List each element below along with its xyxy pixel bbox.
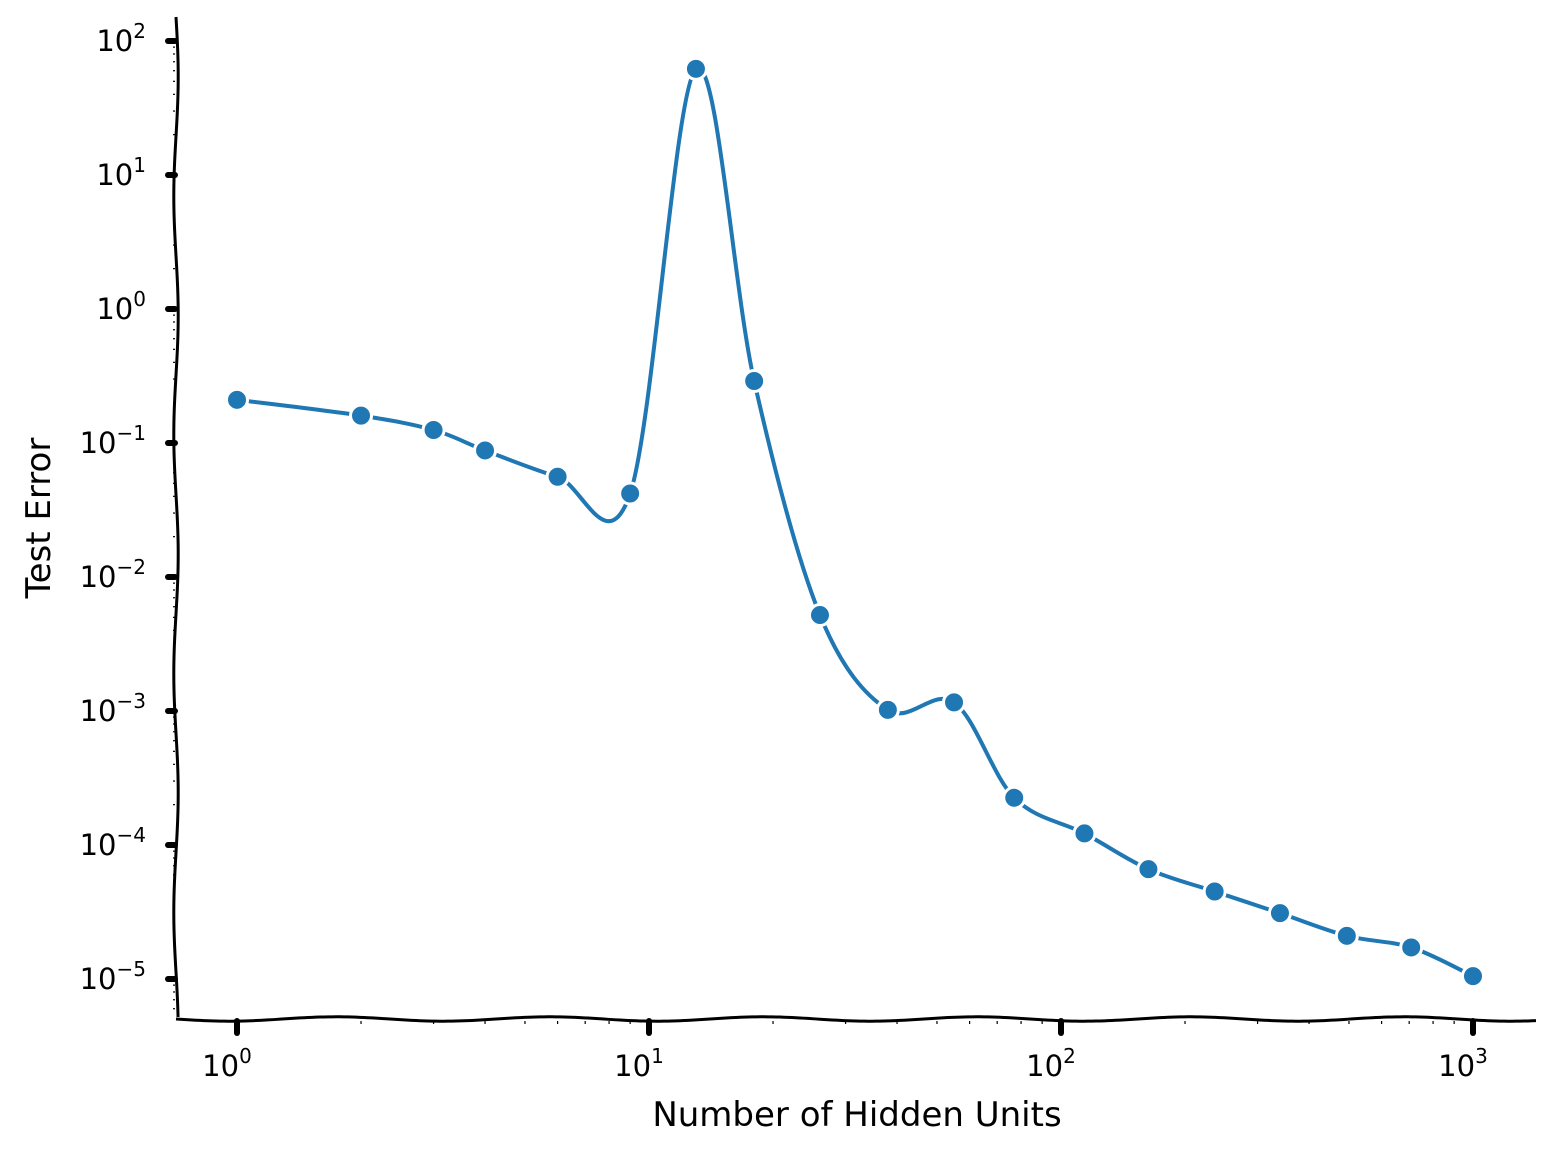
x-tick-label: 103 <box>1438 1044 1488 1083</box>
data-point <box>349 403 374 428</box>
data-point <box>742 369 767 394</box>
y-tick-label: 101 <box>96 153 146 192</box>
x-tick-label: 100 <box>202 1044 252 1083</box>
y-tick-label: 102 <box>96 19 146 58</box>
data-point <box>1202 879 1227 904</box>
x-tick-label: 101 <box>614 1044 664 1083</box>
data-point <box>1334 923 1359 948</box>
y-axis-spine <box>172 16 180 1018</box>
data-point <box>1399 935 1424 960</box>
y-tick-label: 10−4 <box>80 823 146 862</box>
y-axis: 102 101 100 10−1 10−2 10−3 10−4 10−5 <box>80 16 180 1018</box>
data-point <box>225 387 249 412</box>
data-point <box>875 697 900 722</box>
data-point <box>942 690 967 715</box>
data-point <box>1267 901 1292 926</box>
data-point <box>421 418 446 443</box>
y-tick-label: 100 <box>96 287 146 326</box>
data-point <box>1072 821 1097 846</box>
y-tick-label: 10−5 <box>80 957 146 996</box>
data-point <box>1461 964 1485 989</box>
data-point <box>807 603 832 628</box>
data-point <box>683 56 708 81</box>
y-axis-title: Test Error <box>19 438 59 600</box>
data-point <box>1002 785 1027 810</box>
y-tick-label: 10−1 <box>80 421 146 460</box>
x-tick-label: 102 <box>1026 1044 1076 1083</box>
data-point <box>473 438 498 463</box>
data-point <box>1136 857 1161 882</box>
series-layer <box>225 56 1485 989</box>
x-axis-title: Number of Hidden Units <box>652 1095 1061 1135</box>
data-point <box>618 481 643 506</box>
y-tick-label: 10−3 <box>80 689 146 728</box>
y-tick-label: 10−2 <box>80 555 146 594</box>
series-line <box>235 65 1475 979</box>
x-axis-spine <box>175 1015 1537 1023</box>
x-axis: 100 101 102 103 <box>175 1015 1537 1083</box>
data-point <box>545 464 570 489</box>
